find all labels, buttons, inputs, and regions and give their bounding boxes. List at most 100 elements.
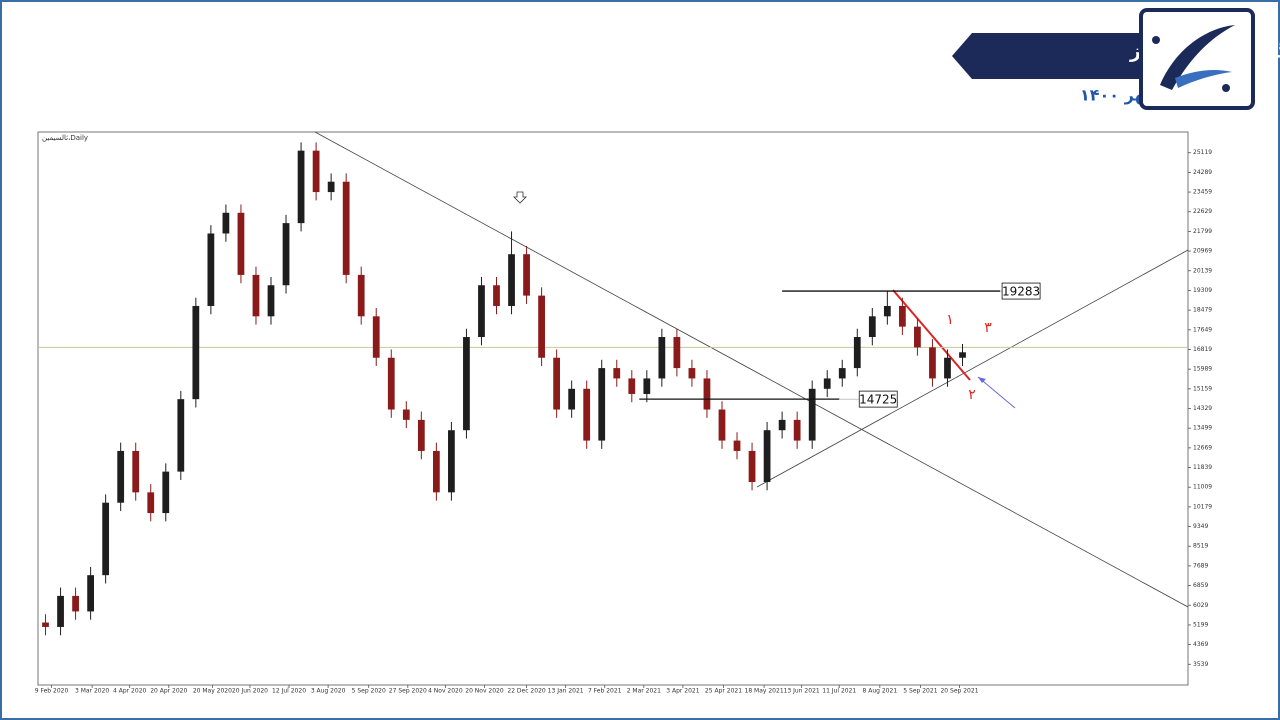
candle-body [312, 150, 320, 193]
y-tick-label: 7689 [1193, 562, 1208, 569]
candle-body [327, 181, 335, 193]
x-tick-label: 20 May 2020 [193, 688, 232, 695]
wave-label: ۲ [968, 387, 976, 403]
y-tick-label: 6859 [1193, 582, 1208, 589]
candle-body [162, 471, 170, 514]
candle-body [568, 388, 576, 410]
candle-body [237, 212, 245, 275]
x-tick-label: 13 Jun 2021 [784, 688, 820, 695]
candle-body [117, 450, 125, 503]
candle-body [553, 357, 561, 410]
y-tick-label: 15989 [1193, 366, 1212, 373]
x-tick-label: 13 Jan 2021 [548, 688, 584, 695]
candle-body [463, 337, 470, 431]
x-tick-label: 11 Jul 2021 [822, 688, 856, 695]
y-tick-label: 17649 [1193, 326, 1212, 333]
x-tick-label: 20 Jun 2020 [232, 688, 268, 695]
y-tick-label: 4369 [1193, 641, 1208, 648]
candle-body [493, 285, 500, 306]
logo-dot [1222, 84, 1230, 92]
candle-body [838, 368, 846, 379]
y-tick-label: 16819 [1193, 346, 1212, 353]
x-tick-label: 9 Feb 2020 [35, 688, 69, 695]
logo-dot [1152, 36, 1160, 44]
candle-body [883, 305, 891, 317]
candle-body [703, 378, 711, 410]
x-tick-label: 22 Dec 2020 [507, 688, 546, 695]
x-tick-label: 3 Mar 2020 [75, 688, 109, 695]
candle-body [538, 295, 545, 358]
candle-body [658, 337, 666, 379]
candle-body [718, 409, 726, 441]
candle-body [147, 492, 155, 514]
candle-body [914, 326, 921, 348]
y-tick-label: 9349 [1193, 523, 1208, 530]
candle-body [417, 419, 425, 451]
candle-body [763, 430, 771, 482]
candle-body [267, 285, 275, 317]
candle-body [868, 316, 876, 338]
candle-body [643, 378, 651, 394]
plot-frame [37, 131, 1189, 686]
candle-body [478, 285, 485, 338]
candle-body [733, 440, 741, 451]
y-tick-label: 6029 [1193, 602, 1208, 609]
candle-body [282, 223, 290, 286]
level-label: 19283 [1002, 285, 1040, 299]
candle-body [102, 502, 110, 576]
candle-body [448, 430, 455, 493]
y-tick-label: 12669 [1193, 444, 1212, 451]
pointer-arrow-head [978, 377, 986, 383]
x-tick-label: 5 Sep 2020 [352, 688, 386, 695]
x-tick-label: 3 Apr 2021 [666, 688, 699, 695]
candle-body [297, 150, 305, 224]
y-tick-label: 25119 [1193, 149, 1212, 156]
level-label-box [858, 390, 898, 408]
y-tick-label: 11009 [1193, 484, 1212, 491]
candle-body [432, 450, 440, 493]
y-tick-label: 21799 [1193, 228, 1212, 235]
candle-body [523, 254, 530, 296]
x-tick-label: 12 Jul 2020 [272, 688, 306, 695]
y-tick-label: 24289 [1193, 169, 1212, 176]
y-tick-label: 19309 [1193, 287, 1212, 294]
candle-body [808, 388, 816, 441]
candle-body [929, 347, 936, 379]
x-tick-label: 20 Nov 2020 [465, 688, 504, 695]
logo-swoosh [1160, 25, 1235, 90]
candle-body [793, 419, 801, 441]
x-tick-label: 4 Nov 2020 [428, 688, 463, 695]
logo-box [1139, 8, 1255, 110]
candle-body [598, 368, 606, 441]
x-tick-label: 5 Sep 2021 [903, 688, 937, 695]
chart-title: ثالسیمین،Daily [42, 134, 88, 142]
candle-body [252, 274, 260, 317]
logo-swoosh [1175, 70, 1232, 88]
down-arrow-marker [513, 191, 527, 204]
candle-body [583, 388, 591, 441]
candle-body [673, 337, 681, 369]
level-label-box [1001, 282, 1041, 300]
candle-body [508, 254, 515, 306]
y-tick-label: 11839 [1193, 464, 1212, 471]
y-tick-label: 3539 [1193, 661, 1208, 668]
trend-line [756, 249, 1189, 488]
y-tick-label: 18479 [1193, 307, 1212, 314]
x-tick-label: 8 Aug 2021 [863, 688, 898, 695]
candle-body [177, 399, 185, 472]
wave-label: ۱ [946, 312, 954, 328]
candle-body [342, 181, 350, 275]
candle-body [87, 575, 94, 612]
y-tick-label: 14329 [1193, 405, 1212, 412]
candle-body [944, 357, 951, 379]
y-tick-label: 23459 [1193, 189, 1212, 196]
y-tick-label: 22629 [1193, 208, 1212, 215]
candle-body [72, 595, 79, 612]
candle-body [613, 368, 621, 379]
candle-body [748, 450, 756, 482]
trend-line [314, 131, 1189, 608]
header-banner [952, 33, 1142, 79]
y-tick-label: 13499 [1193, 425, 1212, 432]
